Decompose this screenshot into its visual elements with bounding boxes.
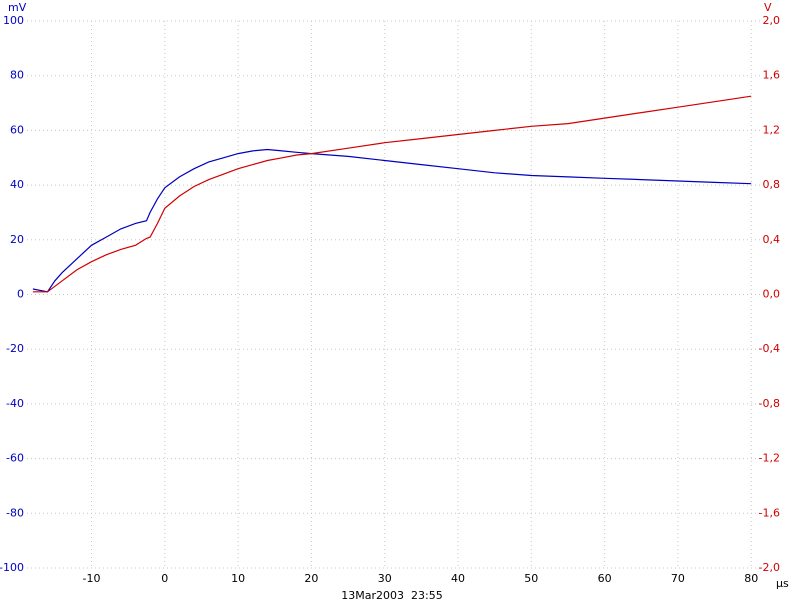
- y2-tick-label: 0,0: [763, 288, 781, 301]
- y-tick-label: -60: [6, 452, 24, 465]
- y2-tick-label: 1,2: [763, 123, 781, 136]
- y2-tick-label: -0,4: [759, 342, 780, 355]
- x-tick-label: -10: [83, 572, 101, 585]
- y-tick-label: -100: [0, 561, 24, 574]
- y-tick-label: 20: [10, 233, 24, 246]
- y2-tick-label: 0,4: [763, 233, 781, 246]
- x-axis-unit: µs: [776, 577, 789, 590]
- y-tick-label: 80: [10, 69, 24, 82]
- y2-tick-label: 2,0: [763, 14, 781, 27]
- y-tick-label: -80: [6, 506, 24, 519]
- y2-tick-label: 1,6: [763, 69, 781, 82]
- timestamp: 13Mar2003 23:55: [341, 589, 442, 602]
- y-tick-label: 0: [17, 288, 24, 301]
- y2-tick-label: -0,8: [759, 397, 780, 410]
- x-tick-label: 60: [598, 572, 612, 585]
- x-tick-label: 10: [231, 572, 245, 585]
- x-tick-label: 40: [451, 572, 465, 585]
- y2-tick-label: -2,0: [759, 561, 780, 574]
- x-tick-label: 30: [378, 572, 392, 585]
- series-line: [32, 148, 752, 293]
- y2-tick-label: -1,6: [759, 506, 780, 519]
- y-tick-label: -20: [6, 342, 24, 355]
- y-axis-unit: mV: [8, 1, 27, 14]
- y-tick-label: 60: [10, 123, 24, 136]
- x-tick-label: 50: [524, 572, 538, 585]
- y-tick-label: -40: [6, 397, 24, 410]
- series-line: [32, 95, 752, 293]
- y-tick-label: 40: [10, 178, 24, 191]
- x-tick-label: 70: [671, 572, 685, 585]
- y-tick-label: 100: [3, 14, 24, 27]
- y2-axis-unit: V: [764, 1, 772, 14]
- x-tick-label: 20: [304, 572, 318, 585]
- x-tick-label: 80: [744, 572, 758, 585]
- y2-tick-label: 0,8: [763, 178, 781, 191]
- x-tick-label: 0: [161, 572, 168, 585]
- y2-tick-label: -1,2: [759, 452, 780, 465]
